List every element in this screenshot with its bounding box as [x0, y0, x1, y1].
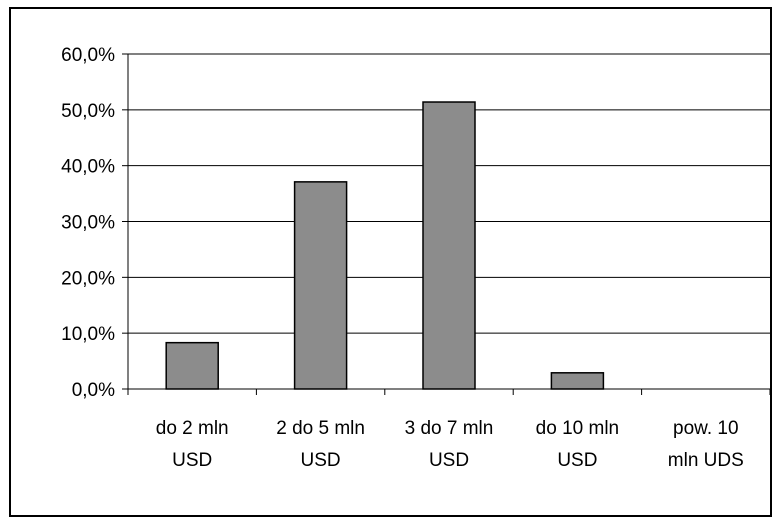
x-category-label: mln UDS [668, 450, 744, 471]
x-category-label: USD [301, 450, 341, 471]
y-tick-label: 40,0% [61, 157, 115, 178]
bar [550, 372, 605, 390]
x-category-label: pow. 10 [673, 418, 739, 439]
x-category-label: do 2 mln [156, 418, 229, 439]
bar [293, 181, 348, 390]
y-tick-label: 30,0% [61, 213, 115, 234]
chart-frame [9, 7, 772, 517]
x-category-label: USD [172, 450, 212, 471]
y-tick-label: 50,0% [61, 101, 115, 122]
y-tick-label: 10,0% [61, 324, 115, 345]
x-category-label: 2 do 5 mln [276, 418, 365, 439]
x-category-label: 3 do 7 mln [405, 418, 494, 439]
y-tick-label: 20,0% [61, 268, 115, 289]
y-tick-label: 0,0% [72, 380, 115, 401]
y-tick-label: 60,0% [61, 45, 115, 66]
bar [422, 101, 476, 390]
x-category-label: USD [429, 450, 469, 471]
x-category-label: USD [557, 450, 597, 471]
x-category-label: do 10 mln [536, 418, 619, 439]
bar [165, 341, 219, 390]
